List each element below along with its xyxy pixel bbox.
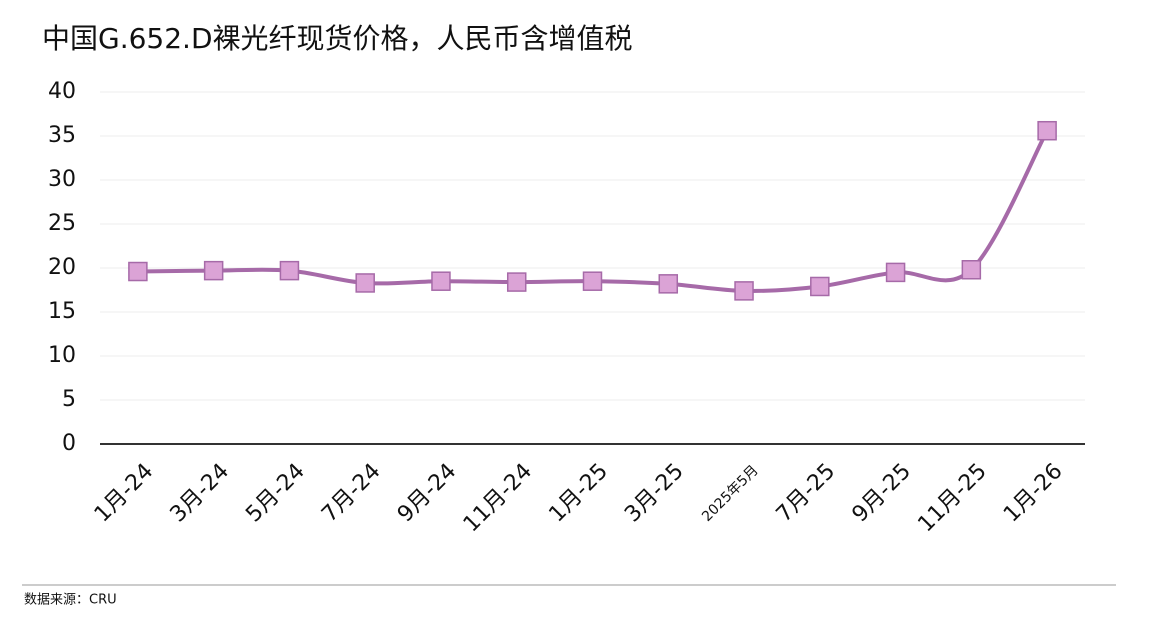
x-tick-label: 1月-24 [90,459,159,528]
marker [203,260,224,281]
y-tick-label: 40 [48,79,76,104]
marker [810,276,830,297]
marker [1037,120,1057,141]
marker [279,260,300,281]
chart-title: 中国G.652.D裸光纤现货价格，人民币含增值税 [42,22,633,55]
x-tick-label: 9月-25 [848,459,917,528]
x-tick-label: 7月-25 [772,459,841,528]
y-tick-label: 30 [48,167,76,192]
x-tick-label: 9月-24 [393,459,462,528]
y-tick-label: 5 [62,387,76,412]
marker [582,271,603,291]
y-tick-label: 20 [48,255,76,280]
x-tick-label: 3月-25 [620,459,689,528]
marker [506,272,527,292]
y-tick-label: 25 [48,211,76,236]
x-tick-label: 2025年5月 [699,462,762,525]
marker [961,260,982,280]
y-tick-label: 15 [48,299,76,324]
x-tick-label: 1月-25 [544,459,613,528]
x-tick-label: 3月-24 [166,459,235,528]
line [137,129,1049,293]
x-tick-label: 1月-26 [999,459,1068,528]
marker [355,273,375,293]
x-tick-label: 5月-24 [241,459,310,528]
x-tick-label: 7月-24 [317,459,386,528]
marker [431,271,451,291]
y-tick-label: 0 [62,431,76,456]
y-tick-label: 35 [48,123,76,148]
marker [658,274,679,294]
x-tick-label: 11月-24 [459,459,537,537]
y-tick-label: 10 [48,343,76,368]
x-tick-label: 11月-25 [913,459,991,537]
source: 数据来源：CRU [24,593,117,608]
marker [734,281,754,301]
marker [885,262,906,283]
marker [128,261,148,282]
